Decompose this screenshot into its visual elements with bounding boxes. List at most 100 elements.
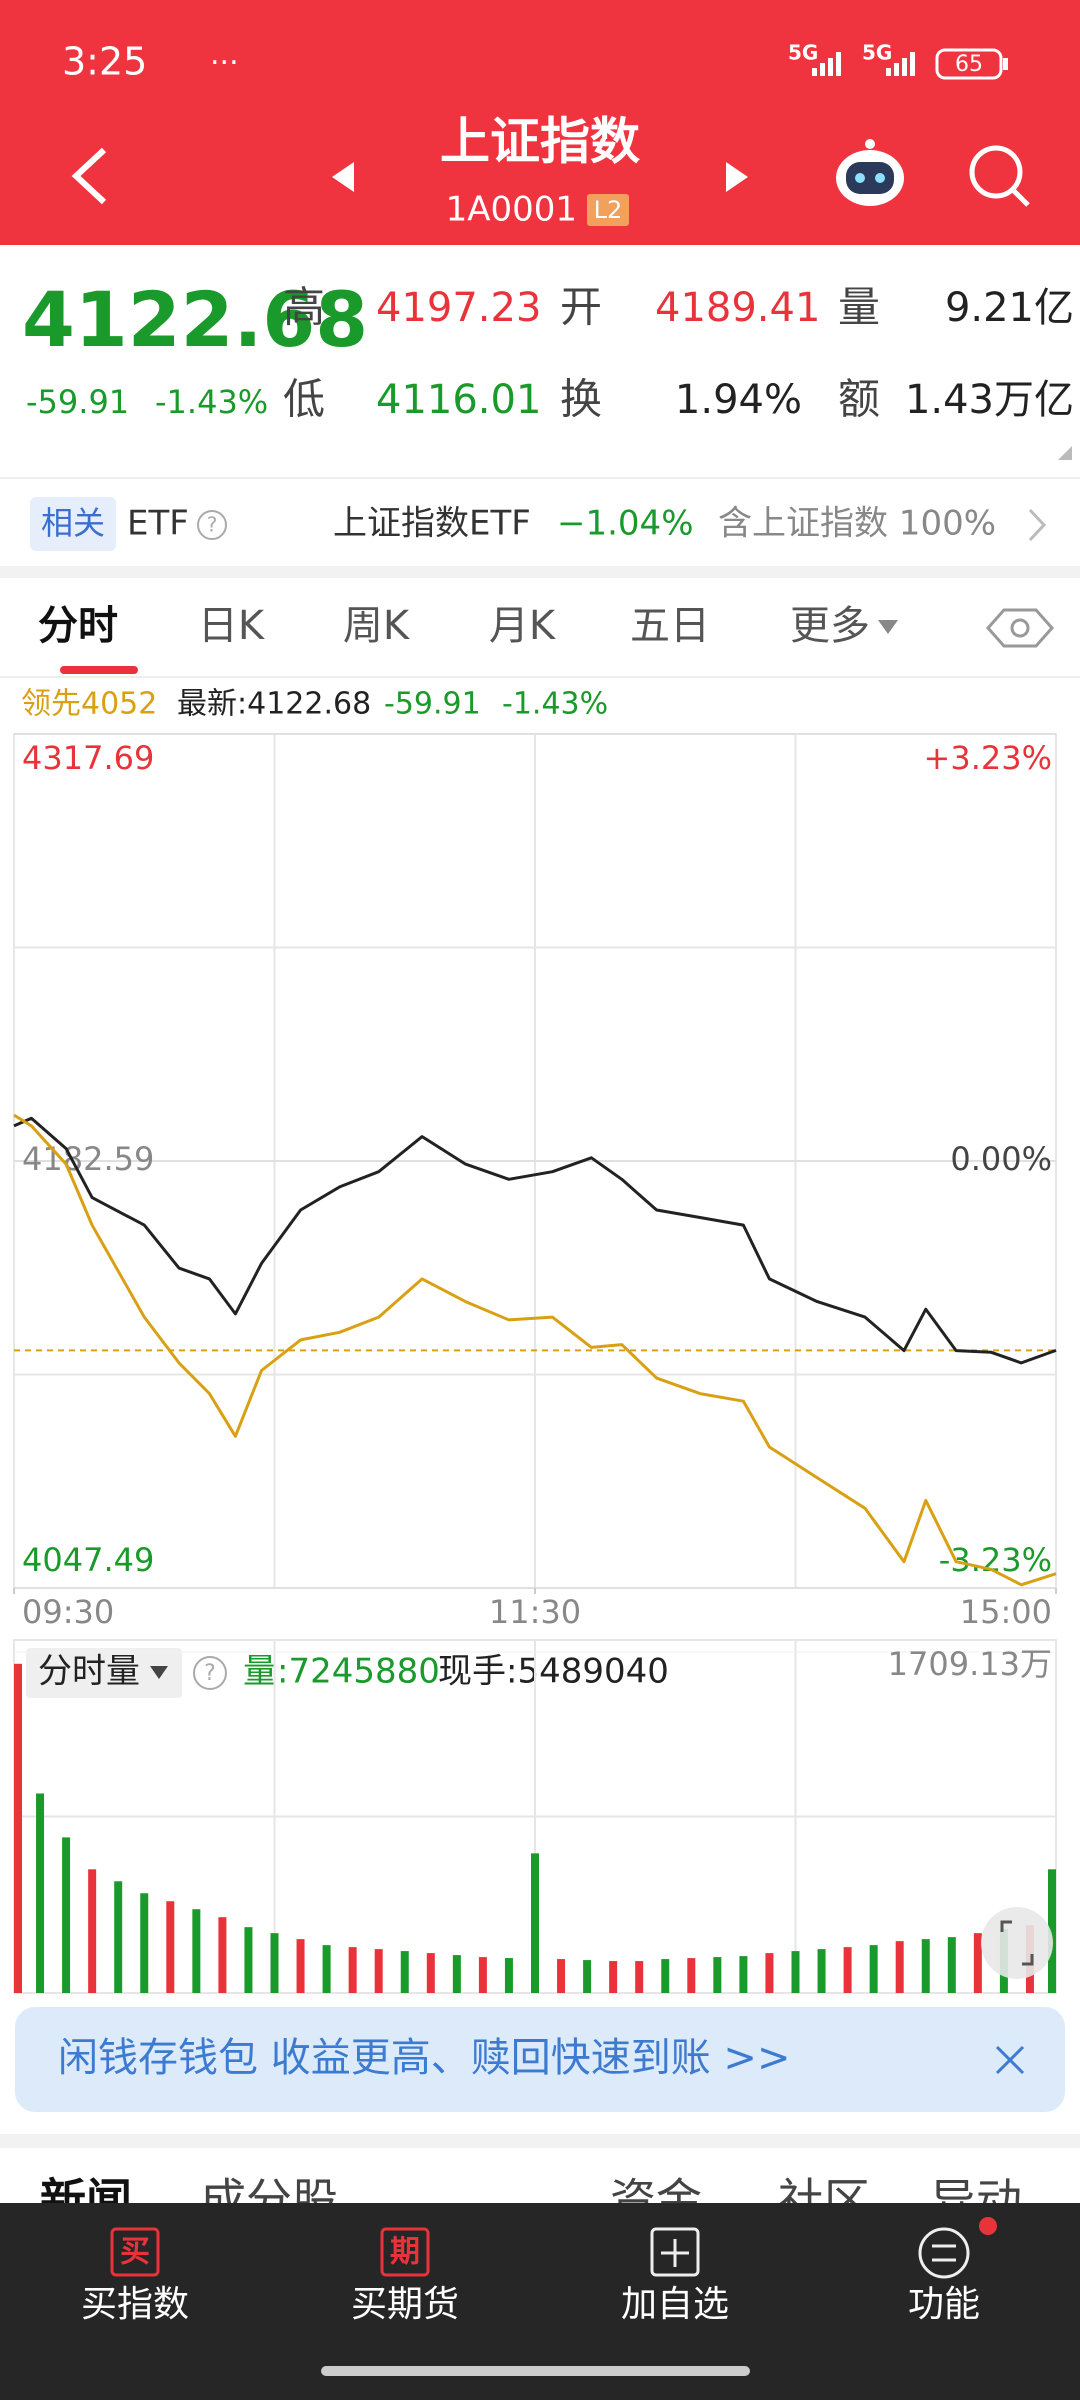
y-tick-label: 4182.59 — [22, 1140, 154, 1178]
nav-icon-plus — [661, 2239, 689, 2267]
settings-button[interactable] — [985, 608, 1055, 648]
nav-icon-text: 买 — [120, 2235, 150, 2270]
help-icon[interactable] — [197, 510, 227, 540]
volume-bar — [921, 1939, 930, 1993]
volume-bar — [739, 1956, 748, 1993]
value: 4197.23 — [376, 285, 541, 331]
volume-bar — [62, 1837, 71, 1993]
tag: 相关 — [41, 504, 105, 542]
volume-bar — [192, 1909, 201, 1993]
y-tick-label: 4047.49 — [22, 1541, 154, 1579]
back-button[interactable] — [71, 147, 107, 205]
etf-label: ETF — [127, 504, 189, 544]
next-button[interactable] — [726, 162, 748, 192]
tab[interactable]: 五日 — [630, 603, 710, 649]
volume-bar — [296, 1939, 305, 1993]
corner-mark — [1058, 446, 1072, 460]
tab[interactable]: 日K — [198, 603, 266, 649]
volume-bar — [452, 1955, 461, 1993]
volume-bar — [244, 1927, 253, 1993]
dropdown-icon — [150, 1666, 168, 1679]
label: 量 — [838, 283, 880, 332]
volume-bar — [869, 1945, 878, 1993]
value: 1.94% — [675, 377, 802, 423]
battery-level: 65 — [955, 52, 983, 77]
volume-bar — [661, 1959, 670, 1993]
banner-bg[interactable] — [15, 2007, 1065, 2112]
value: 9.21亿 — [945, 285, 1074, 331]
volume-bar — [504, 1958, 513, 1993]
lead-label: 领先4052 — [21, 687, 157, 722]
separator — [0, 566, 1080, 578]
help-glyph: ? — [207, 513, 218, 537]
nav-icon[interactable] — [380, 2227, 430, 2277]
x-tick-label: 09:30 — [22, 1593, 114, 1631]
volume-selector[interactable]: 分时量 — [38, 1652, 140, 1692]
etf-name[interactable]: 上证指数ETF — [333, 504, 531, 544]
search-button[interactable] — [969, 145, 1030, 207]
volume-bar — [609, 1961, 618, 1993]
assistant-button[interactable] — [836, 139, 904, 206]
separator — [0, 2134, 1080, 2148]
volume-bar — [973, 1933, 982, 1993]
volume-bar — [400, 1951, 409, 1993]
x-tick-label: 15:00 — [960, 1593, 1052, 1631]
volume-bar — [140, 1893, 149, 1993]
prev-button[interactable] — [332, 162, 354, 192]
volume-bar — [895, 1941, 904, 1993]
nav-label[interactable]: 买期货 — [351, 2284, 459, 2325]
volume-bar — [687, 1958, 696, 1993]
dropdown-icon — [878, 620, 898, 634]
label: 低 — [283, 375, 325, 424]
tab-underline — [60, 666, 138, 674]
nav-icon[interactable] — [110, 2227, 160, 2277]
help-icon[interactable] — [193, 1656, 227, 1690]
chevron[interactable] — [1028, 508, 1047, 542]
battery-tip — [1003, 58, 1008, 70]
volume-current: 现手:5489040 — [438, 1652, 669, 1692]
label: 换 — [560, 375, 602, 424]
nav-label[interactable]: 功能 — [908, 2284, 980, 2325]
series-line — [13, 1116, 1057, 1365]
tab[interactable]: 更多 — [790, 603, 870, 649]
settings-dot — [1010, 618, 1030, 638]
volume-bar — [270, 1933, 279, 1993]
value: 4116.01 — [376, 377, 541, 423]
volume-bar — [166, 1901, 175, 1993]
nav-icon[interactable] — [650, 2227, 700, 2277]
banner-close[interactable] — [995, 2045, 1025, 2075]
status-time: 3:25 — [62, 40, 147, 84]
nav-icon[interactable] — [918, 2227, 970, 2279]
badge: L2 — [594, 196, 623, 224]
title: 上证指数 — [440, 113, 640, 171]
y2-tick-label: +3.23% — [924, 739, 1052, 777]
help-glyph: ? — [204, 1661, 216, 1686]
nav-icon-lines — [932, 2244, 956, 2262]
nav-label[interactable]: 买指数 — [81, 2284, 189, 2325]
volume-bar — [947, 1937, 956, 1993]
battery — [935, 48, 1003, 80]
label: 额 — [838, 375, 880, 424]
fullscreen-button[interactable] — [981, 1907, 1053, 1979]
latest-label: 最新:4122.68 — [177, 687, 371, 722]
volume-total: 量:7245880 — [243, 1652, 440, 1692]
volume-bar — [478, 1957, 487, 1993]
volume-bar — [531, 1853, 539, 1993]
tab[interactable]: 分时 — [38, 603, 118, 649]
code: 1A0001 — [446, 190, 577, 230]
y-tick-label: 1709.13万 — [888, 1645, 1052, 1683]
nav-label[interactable]: 加自选 — [621, 2284, 729, 2325]
banner-text[interactable]: 闲钱存钱包 收益更高、赎回快速到账 >> — [58, 2035, 790, 2081]
header-bg — [0, 0, 1080, 245]
tab[interactable]: 周K — [343, 603, 411, 649]
tab[interactable]: 月K — [489, 603, 557, 649]
value: 1.43万亿 — [905, 377, 1074, 423]
volume-bar — [765, 1953, 774, 1993]
volume-selector-bg[interactable] — [26, 1648, 182, 1698]
network: 5G — [862, 41, 892, 65]
volume-bar — [557, 1959, 566, 1993]
etf-change: −1.04% — [557, 504, 694, 544]
badge-bg — [587, 194, 629, 226]
